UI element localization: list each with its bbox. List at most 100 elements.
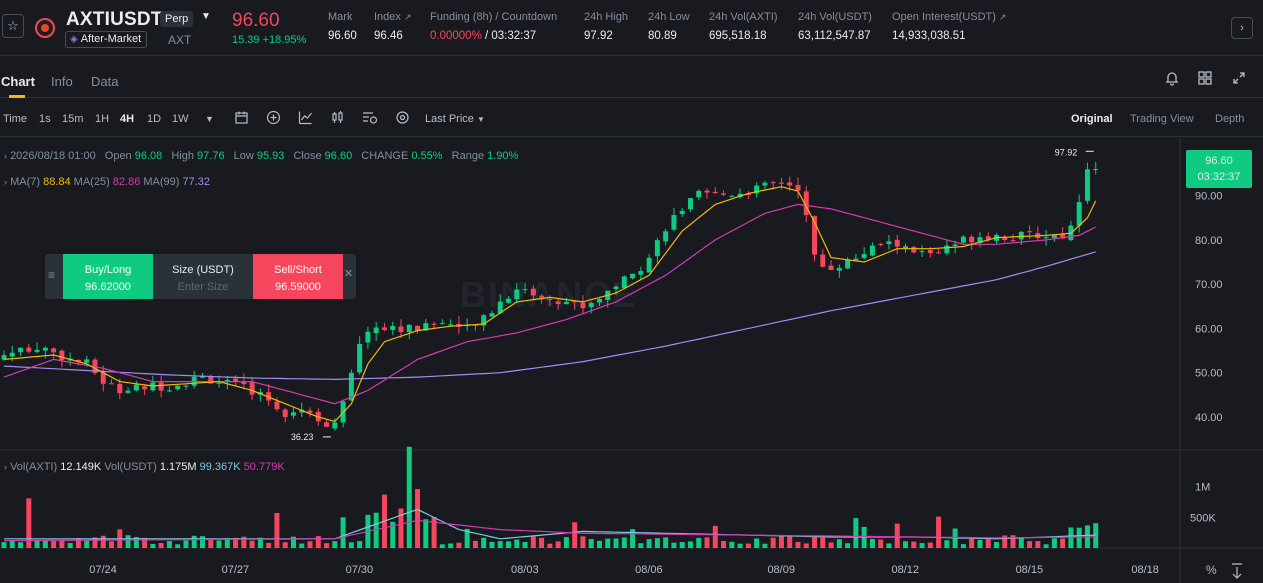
expand-panel-chevron-icon[interactable]: › — [1231, 17, 1253, 39]
volume-bar — [75, 538, 81, 548]
chart-toolbar: Time 1s 15m 1H 4H 1D 1W ▼ Last Price ▼ O… — [0, 99, 1263, 137]
candle-body — [679, 210, 685, 215]
tab-data[interactable]: Data — [91, 74, 119, 89]
view-depth[interactable]: Depth — [1215, 113, 1245, 125]
candle-body — [762, 182, 768, 186]
candle-body — [845, 259, 851, 269]
candle-body — [365, 331, 371, 343]
volume-bar — [927, 542, 933, 548]
chart-area[interactable]: BINANCE 90.00 80.00 70.00 60.00 50.00 40.00 1M… — [0, 138, 1263, 583]
candle-body — [175, 385, 181, 390]
candle-body — [878, 244, 884, 246]
volume-bar — [183, 540, 189, 548]
bell-icon[interactable] — [1164, 70, 1180, 90]
candle-body — [1093, 169, 1099, 171]
candle-body — [51, 348, 57, 353]
legend-expand-chevron-icon[interactable]: › — [4, 151, 7, 161]
tab-chart[interactable]: Chart — [1, 74, 35, 89]
legend-high: 97.76 — [197, 150, 225, 162]
view-original[interactable]: Original — [1071, 113, 1113, 125]
price-chart-canvas[interactable]: 90.00 80.00 70.00 60.00 50.00 40.00 1M 500K 07/2… — [0, 138, 1263, 583]
candle-body — [663, 231, 669, 242]
date-axis-tick: 08/12 — [892, 564, 920, 576]
close-widget-icon[interactable]: ✕ — [344, 268, 354, 280]
symbol-dropdown-chevron-icon[interactable]: ▼ — [201, 11, 211, 22]
volume-bar — [712, 525, 718, 548]
date-axis-tick: 08/15 — [1016, 564, 1044, 576]
volume-bar — [795, 541, 801, 548]
volume-bar — [745, 543, 751, 548]
symbol-name[interactable]: AXTIUSDT — [66, 9, 163, 30]
interval-4h[interactable]: 4H — [120, 113, 135, 125]
legend-open: 96.08 — [134, 150, 163, 162]
interval-time[interactable]: Time — [3, 113, 28, 125]
buy-long-button[interactable]: Buy/Long 96.62000 — [63, 254, 153, 299]
add-indicator-icon[interactable] — [266, 110, 281, 128]
volume-axis-tick: 500K — [1190, 513, 1216, 525]
auto-scale-icon[interactable] — [1232, 563, 1242, 579]
volume-bar — [307, 541, 313, 548]
stat-index[interactable]: Index ↗ 96.46 — [374, 11, 412, 42]
volume-bar — [1093, 523, 1099, 548]
candle-body — [754, 185, 760, 194]
candle-body — [415, 325, 421, 331]
volume-bar — [208, 538, 214, 548]
candle-body — [142, 386, 148, 390]
calendar-icon[interactable] — [234, 110, 249, 128]
candle-body — [530, 288, 536, 296]
volume-bar — [26, 498, 32, 548]
order-size-input[interactable]: Size (USDT) Enter Size — [153, 254, 253, 299]
candle-body — [18, 347, 24, 353]
external-link-icon: ↗ — [998, 12, 1007, 22]
market-status-label: After-Market — [80, 33, 142, 45]
candle-body — [630, 273, 636, 279]
price-change-abs: 15.39 — [232, 34, 260, 46]
base-asset-label: AXT — [168, 33, 192, 47]
volume-ma-line — [4, 508, 1096, 540]
stat-open-interest[interactable]: Open Interest(USDT) ↗ 14,933,038.51 — [892, 11, 1007, 42]
candle-body — [836, 267, 842, 271]
interval-1d[interactable]: 1D — [147, 113, 162, 125]
chart-settings-icon[interactable] — [362, 110, 378, 128]
favorite-star-icon[interactable]: ☆ — [2, 14, 24, 38]
fullscreen-icon[interactable] — [1231, 70, 1247, 90]
indicators-chart-icon[interactable] — [298, 110, 313, 128]
layout-grid-icon[interactable] — [1197, 70, 1213, 90]
candle-body — [654, 240, 660, 257]
interval-1w[interactable]: 1W — [172, 113, 189, 125]
interval-15m[interactable]: 15m — [62, 113, 84, 125]
volume-bar — [266, 542, 272, 548]
volume-bar — [166, 541, 172, 548]
volume-bar — [191, 535, 197, 548]
interval-1h[interactable]: 1H — [95, 113, 110, 125]
volume-bar — [555, 541, 561, 548]
view-trading-view[interactable]: Trading View — [1130, 113, 1194, 125]
volume-bar — [1051, 538, 1057, 548]
ma-legend-chevron-icon[interactable]: › — [4, 177, 7, 187]
tab-info[interactable]: Info — [51, 74, 73, 89]
settings-gear-icon[interactable] — [395, 110, 410, 128]
candle-body — [820, 254, 826, 267]
price-type-select[interactable]: Last Price ▼ — [425, 113, 485, 125]
candle-body — [381, 327, 387, 331]
volume-bar — [969, 537, 975, 548]
percent-scale-toggle[interactable]: % — [1206, 563, 1217, 577]
volume-bar — [547, 543, 553, 548]
volume-bar — [828, 542, 834, 548]
drag-handle-icon[interactable]: ≡ — [48, 268, 56, 282]
more-intervals-chevron-icon[interactable]: ▼ — [205, 114, 214, 124]
candle-body — [1, 355, 7, 360]
candle-body — [125, 390, 131, 393]
sell-short-button[interactable]: Sell/Short 96.59000 — [253, 254, 343, 299]
candlestick-type-icon[interactable] — [330, 110, 345, 128]
ma99-line — [3, 251, 1096, 381]
low-price-label: 36.23 — [291, 432, 314, 442]
legend-ma25: 82.86 — [112, 176, 141, 188]
vol-legend-chevron-icon[interactable]: › — [4, 462, 7, 472]
volume-bar — [92, 537, 98, 548]
contract-type-badge: Perp — [160, 11, 194, 27]
legend-low: 95.93 — [256, 150, 285, 162]
interval-1s[interactable]: 1s — [39, 113, 51, 125]
volume-bar — [514, 539, 520, 548]
volume-bar — [175, 544, 181, 548]
